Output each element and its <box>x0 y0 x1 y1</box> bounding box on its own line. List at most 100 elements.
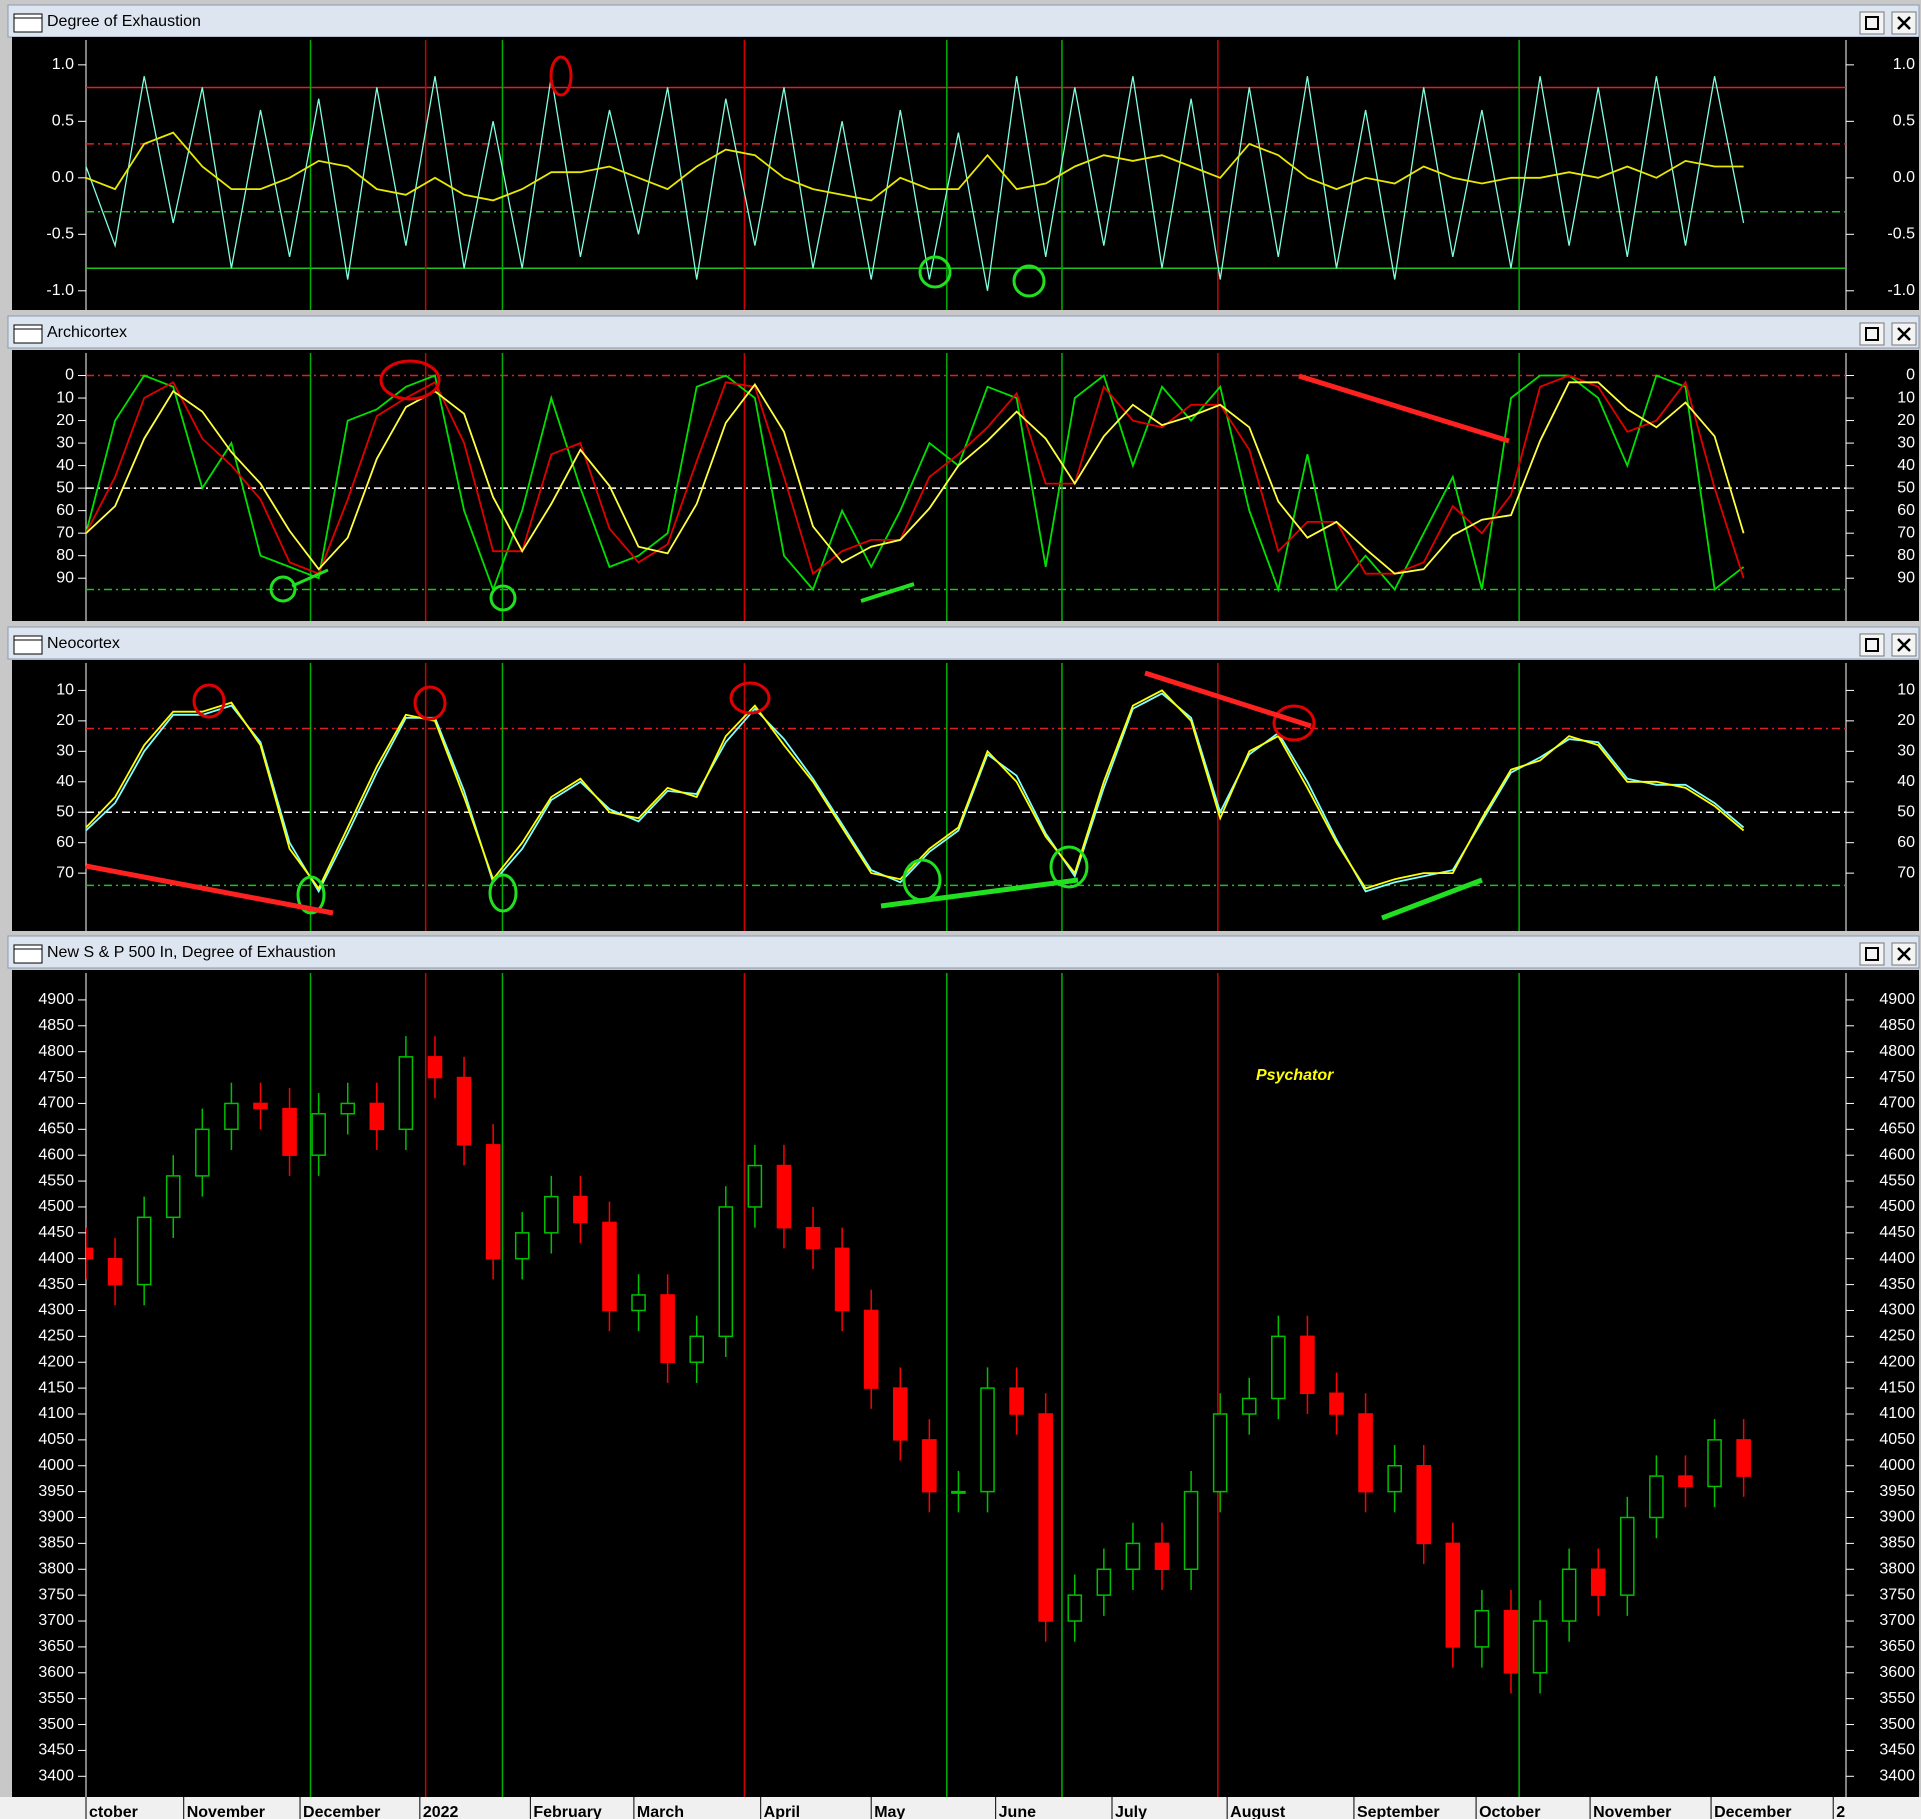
y-tick-label-right: -1.0 <box>1887 282 1915 299</box>
y-tick-label: 4700 <box>38 1095 74 1112</box>
y-tick-label: 4850 <box>38 1017 74 1034</box>
maximize-button[interactable] <box>1859 633 1885 657</box>
x-tick-label: 2022 <box>423 1804 459 1819</box>
candle-body <box>1590 1568 1606 1596</box>
annotation-line <box>1298 373 1510 444</box>
panel-icon <box>13 324 43 344</box>
annotation-circle <box>918 255 952 289</box>
candle-body <box>1416 1464 1432 1545</box>
candle-body <box>195 1128 210 1177</box>
y-tick-label-right: 3800 <box>1879 1560 1915 1577</box>
y-tick-label: 0 <box>65 367 74 384</box>
axis-background <box>12 970 1919 1797</box>
annotation-circle <box>729 681 771 715</box>
y-tick-label-right: -0.5 <box>1887 226 1915 243</box>
y-tick-label-right: 1.0 <box>1893 56 1915 73</box>
y-tick-label-right: 0.5 <box>1893 113 1915 130</box>
y-tick-label: 10 <box>56 389 74 406</box>
candle-body <box>1067 1594 1083 1622</box>
candle-body <box>1154 1542 1170 1571</box>
candle-body <box>398 1056 414 1131</box>
panel-title-bar <box>7 4 1920 38</box>
y-tick-label: 3550 <box>38 1690 74 1707</box>
y-tick-label: 40 <box>56 773 74 790</box>
candle-body <box>1212 1413 1228 1493</box>
x-tick-label: ctober <box>89 1804 138 1819</box>
candle-body <box>1561 1568 1577 1622</box>
x-tick-label: June <box>999 1804 1036 1819</box>
maximize-button[interactable] <box>1859 942 1885 966</box>
y-tick-label-right: 10 <box>1897 682 1915 699</box>
maximize-icon <box>1865 947 1879 961</box>
y-tick-label: 80 <box>56 547 74 564</box>
panel-title: New S & P 500 In, Degree of Exhaustion <box>47 944 336 961</box>
candle-body <box>1300 1335 1315 1395</box>
y-tick-label-right: 4850 <box>1879 1017 1915 1034</box>
y-tick-label: 1.0 <box>52 56 74 73</box>
x-tick-label: November <box>1593 1804 1671 1819</box>
candle-body <box>805 1226 821 1250</box>
chart-layers: Degree of Exhaustion 1.0 1.0 0.5 0.5 0.0 0.0 -0… <box>0 4 1921 1819</box>
candle-body <box>980 1387 995 1493</box>
y-tick-label-right: 3750 <box>1879 1586 1915 1603</box>
candle-body <box>1532 1620 1548 1674</box>
y-tick-label-right: 3850 <box>1879 1535 1915 1552</box>
y-tick-label-right: 4400 <box>1879 1250 1915 1267</box>
y-tick-label-right: 3700 <box>1879 1612 1915 1629</box>
y-tick-label-right: 0 <box>1906 367 1915 384</box>
plot-area <box>86 663 1846 931</box>
y-tick-label: 50 <box>56 803 74 820</box>
annotation-circle <box>379 359 441 401</box>
y-tick-label: 4300 <box>38 1302 74 1319</box>
y-tick-label: 4100 <box>38 1405 74 1422</box>
maximize-button[interactable] <box>1859 322 1885 346</box>
y-tick-label-right: 70 <box>1897 864 1915 881</box>
y-tick-label: 4400 <box>38 1250 74 1267</box>
candle-body <box>573 1195 588 1224</box>
candle-body <box>1038 1413 1053 1622</box>
candle-body <box>1620 1516 1635 1596</box>
x-tick-label: September <box>1357 1804 1440 1819</box>
y-tick-label-right: 3650 <box>1879 1638 1915 1655</box>
candle-body <box>1736 1439 1751 1477</box>
annotation-circle <box>192 683 226 719</box>
y-tick-label: 4900 <box>38 991 74 1008</box>
y-tick-label: 4450 <box>38 1224 74 1241</box>
y-tick-label: 4200 <box>38 1353 74 1370</box>
candle-body <box>282 1107 297 1156</box>
y-tick-label-right: 4800 <box>1879 1043 1915 1060</box>
candle-body <box>1271 1335 1286 1400</box>
candle-body <box>1183 1490 1199 1571</box>
annotation-circle <box>1012 264 1046 298</box>
y-tick-label-right: 3450 <box>1879 1742 1915 1759</box>
annotation-circle <box>489 584 517 612</box>
panel-title-bar <box>7 315 1920 349</box>
y-tick-label-right: 40 <box>1897 457 1915 474</box>
y-tick-label: 3500 <box>38 1716 74 1733</box>
y-tick-label-right: 3600 <box>1879 1664 1915 1681</box>
y-tick-label: 4650 <box>38 1121 74 1138</box>
y-tick-label-right: 20 <box>1897 712 1915 729</box>
candle-body <box>1503 1609 1519 1674</box>
y-tick-label: 0.5 <box>52 113 74 130</box>
annotation-line <box>860 582 915 603</box>
annotation-line <box>1381 877 1483 921</box>
y-tick-label: 40 <box>56 457 74 474</box>
y-tick-label-right: 4050 <box>1879 1431 1915 1448</box>
annotations <box>85 55 1510 921</box>
x-tick-label: July <box>1115 1804 1147 1819</box>
y-tick-label-right: 4350 <box>1879 1276 1915 1293</box>
x-tick-label: 2 <box>1836 1804 1845 1819</box>
y-tick-label-right: 4750 <box>1879 1069 1915 1086</box>
candle-body <box>689 1335 705 1363</box>
series-line <box>86 131 1744 202</box>
candle-body <box>834 1247 850 1312</box>
y-tick-label: 20 <box>56 712 74 729</box>
annotation-circle <box>549 55 573 97</box>
maximize-button[interactable] <box>1859 11 1885 35</box>
candle-body <box>776 1164 792 1229</box>
y-tick-label-right: 40 <box>1897 773 1915 790</box>
close-icon <box>1897 327 1911 341</box>
candle-body <box>1009 1387 1024 1415</box>
